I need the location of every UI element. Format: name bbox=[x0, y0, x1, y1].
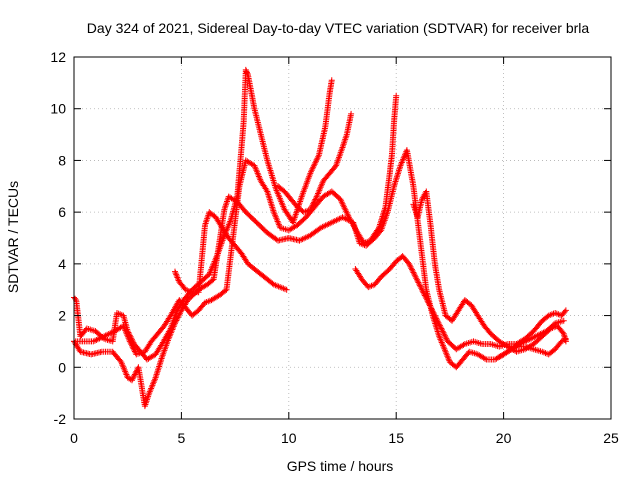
series-trace-8 bbox=[496, 335, 569, 360]
data-layer bbox=[71, 66, 569, 410]
x-tick-label: 15 bbox=[388, 430, 404, 446]
series-markers bbox=[496, 335, 569, 360]
series-markers bbox=[172, 209, 290, 296]
y-tick-label: -2 bbox=[54, 411, 67, 427]
y-tick-label: 0 bbox=[58, 359, 66, 375]
series-markers bbox=[275, 110, 355, 216]
series-markers bbox=[352, 253, 569, 353]
y-tick-label: 2 bbox=[58, 308, 66, 324]
y-tick-label: 10 bbox=[50, 101, 66, 117]
y-tick-label: 4 bbox=[58, 256, 66, 272]
x-tick-label: 5 bbox=[178, 430, 186, 446]
series-trace-6 bbox=[352, 253, 569, 353]
series-trace-4 bbox=[172, 209, 290, 296]
x-tick-label: 10 bbox=[281, 430, 297, 446]
y-axis-label: SDTVAR / TECUs bbox=[5, 181, 21, 293]
series-trace-2 bbox=[71, 147, 567, 410]
y-tick-label: 8 bbox=[58, 152, 66, 168]
plot-frame bbox=[73, 56, 612, 420]
x-tick-label: 25 bbox=[603, 430, 619, 446]
grid bbox=[74, 57, 611, 419]
series-markers bbox=[71, 147, 567, 410]
y-tick-label: 12 bbox=[50, 49, 66, 65]
y-tick-label: 6 bbox=[58, 204, 66, 220]
chart-title: Day 324 of 2021, Sidereal Day-to-day VTE… bbox=[87, 20, 590, 36]
series-trace-5 bbox=[275, 110, 355, 216]
series-markers bbox=[71, 66, 335, 363]
series-trace-1 bbox=[71, 66, 335, 363]
x-axis-label: GPS time / hours bbox=[287, 458, 394, 474]
x-tick-label: 0 bbox=[70, 430, 78, 446]
x-tick-label: 20 bbox=[496, 430, 512, 446]
